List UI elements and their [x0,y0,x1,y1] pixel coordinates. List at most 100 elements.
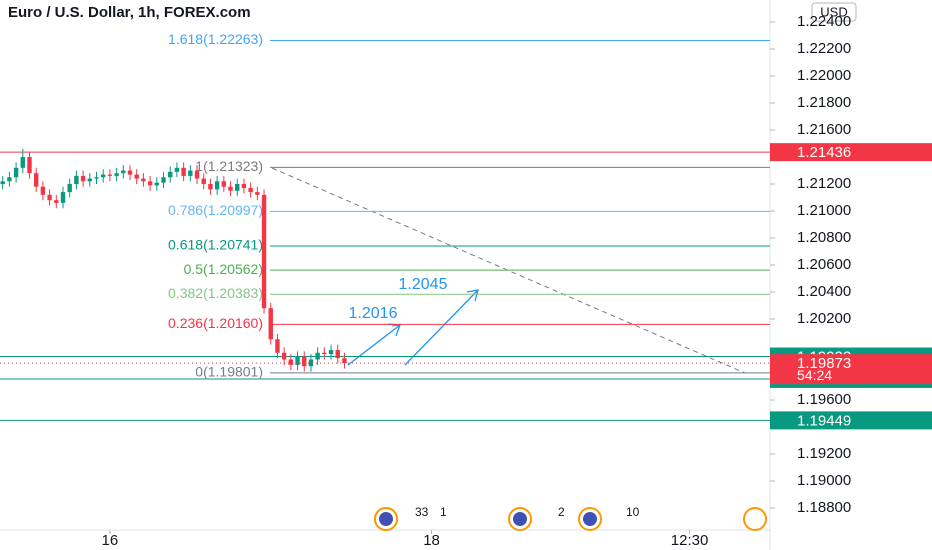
event-icon-inner [513,512,527,526]
candle-body [60,192,66,203]
candle-body [288,359,294,365]
price-badge [770,411,932,430]
target-label: 1.2016 [349,305,398,322]
event-icon-inner [379,512,393,526]
x-tick-label: 18 [423,532,440,549]
fib-label: 1(1.21323) [195,158,263,174]
candle-body [275,339,280,353]
candle-body [322,352,327,355]
candle-body [315,352,320,360]
fib-label: 0.5(1.20562) [184,261,263,277]
candle-body [121,170,126,174]
candle-body [161,177,166,183]
chart-title: Euro / U.S. Dollar, 1h, FOREX.com [8,4,251,21]
candle-body [94,177,99,179]
candle-body [188,170,193,176]
y-tick-label: 1.21200 [797,175,851,192]
y-tick-label: 1.22200 [797,40,851,57]
fib-label: 1.618(1.22263) [168,31,263,47]
event-count: 10 [626,505,640,519]
candle-body [342,358,347,364]
fib-label: 0.618(1.20741) [168,237,263,253]
last-price-badge [770,354,932,385]
candle-body [235,184,240,191]
price-badge-label: 1.21436 [797,144,851,161]
candle-body [154,182,160,186]
trend-line [271,167,746,374]
target-label: 1.2045 [399,276,448,293]
candle-body [101,174,106,178]
candle-body [201,178,206,185]
y-tick-label: 1.21000 [797,202,851,219]
fib-label: 0(1.19801) [195,364,263,380]
y-tick-label: 1.18800 [797,499,851,516]
candle-body [107,174,113,176]
fib-label: 0.382(1.20383) [168,285,263,301]
candle-body [174,167,180,172]
countdown: 54:24 [797,367,832,383]
candle-body [74,175,79,185]
candle-body [208,184,213,190]
candle-body [47,194,52,201]
candle-body [255,192,260,195]
y-tick-label: 1.19000 [797,472,851,489]
candle-body [168,171,173,178]
candle-body [54,200,59,203]
candle-body [328,350,334,355]
arrow [404,289,479,366]
candle-body [214,181,220,190]
candle-body [40,186,46,195]
candle-body [67,184,72,193]
candle-body [147,181,153,186]
event-count: 1 [440,505,447,519]
y-tick-label: 1.19200 [797,445,851,462]
event-icon-inner [583,512,597,526]
y-tick-label: 1.20200 [797,310,851,327]
fib-label: 0.236(1.20160) [168,315,263,331]
candle-body [281,352,287,360]
currency-box[interactable] [811,2,857,22]
candle-body [141,178,146,182]
y-tick-label: 1.19600 [797,391,851,408]
candle-body [7,177,12,182]
candle-body [308,359,314,367]
y-tick-label: 1.22000 [797,67,851,84]
y-tick-label: 1.20800 [797,229,851,246]
y-tick-label: 1.22400 [797,13,851,30]
candle-body [241,184,247,189]
y-tick-label: 1.21600 [797,121,851,138]
x-tick-label: 12:30 [671,532,709,549]
candle-body [13,167,19,178]
price-badge-label: 1.19449 [797,412,851,429]
candle-body [20,157,25,168]
price-badge [770,143,932,162]
candle-body [114,173,119,176]
event-count: 2 [558,505,565,519]
event-icon [743,507,767,531]
candle-body [335,350,340,359]
last-price-label: 1.19873 [797,355,851,372]
candle-body [80,175,86,182]
candle-body [181,167,186,176]
event-count: 33 [415,505,429,519]
candle-body [27,157,32,174]
x-tick-label: 16 [102,532,119,549]
candle-body [134,174,139,179]
candle-body [248,188,253,193]
y-tick-label: 1.20400 [797,283,851,300]
y-tick-label: 1.21800 [797,94,851,111]
candle-body [221,181,227,187]
candle-body [302,356,307,367]
candle-body [33,173,39,187]
candle-body [268,308,273,340]
y-tick-label: 1.20600 [797,256,851,273]
candle-body [228,186,233,191]
candle-body [127,170,133,175]
candle-body [87,178,92,182]
candle-body [261,194,267,309]
candle-body [0,181,5,185]
currency: USD [820,4,847,19]
candle-body [194,170,200,179]
